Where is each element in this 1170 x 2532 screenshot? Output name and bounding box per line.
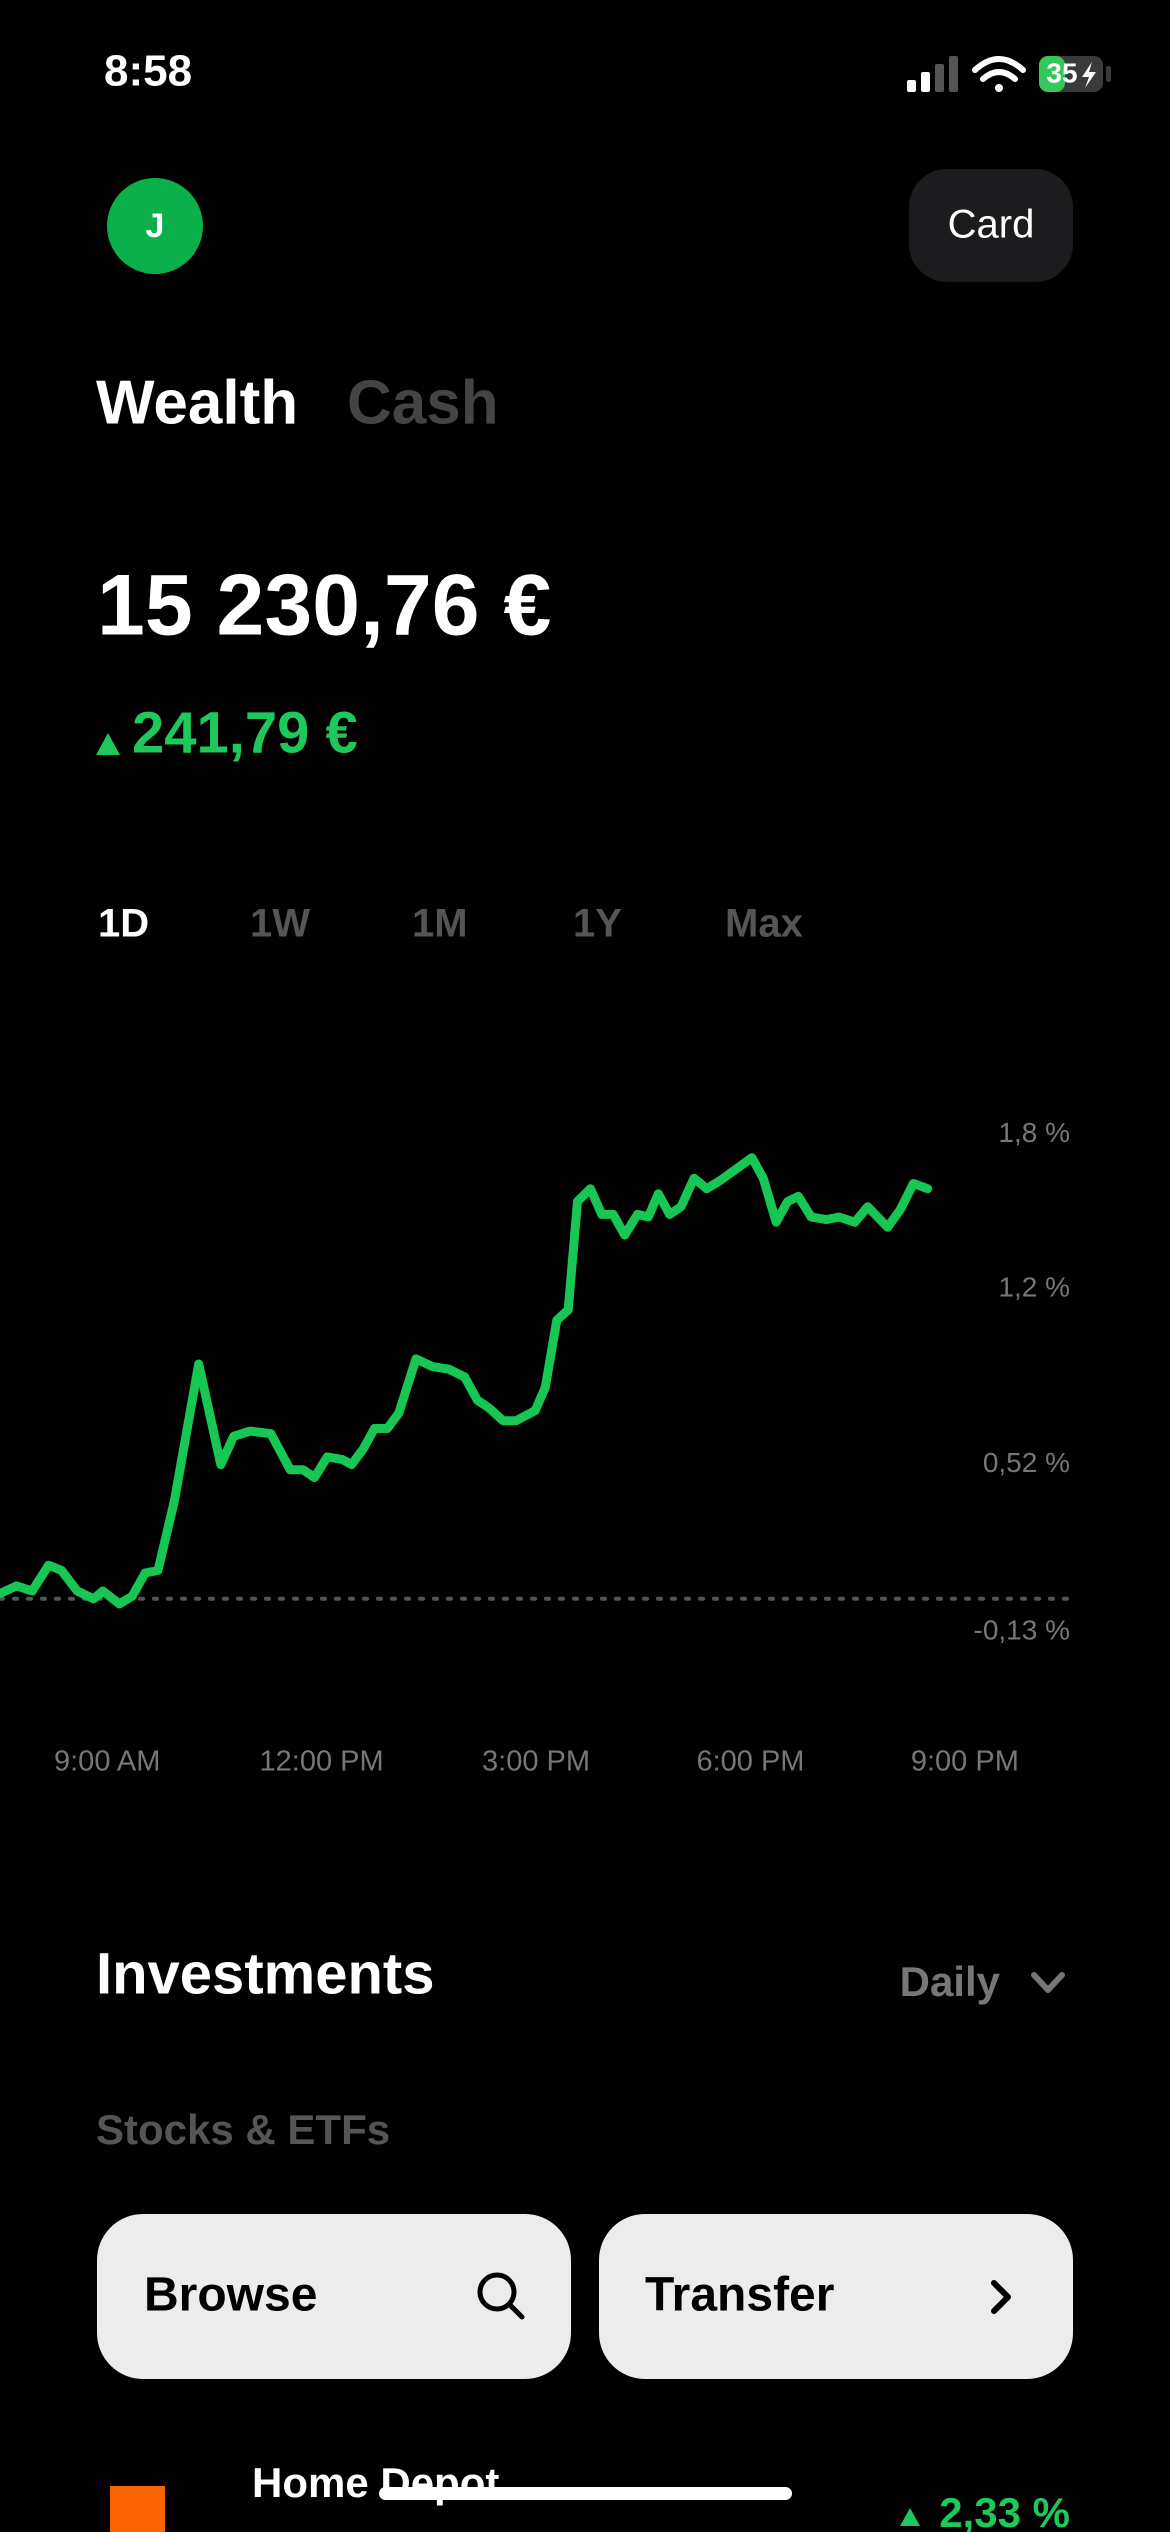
holding-change-arrow — [900, 2508, 920, 2526]
section-title: Stocks & ETFs — [96, 2106, 390, 2153]
status-time: 8:58 — [104, 47, 192, 96]
avatar[interactable] — [107, 178, 203, 274]
y-tick-label: -0,13 % — [974, 1615, 1071, 1646]
y-tick-label: 1,8 % — [998, 1117, 1070, 1148]
signal-icon — [907, 56, 958, 92]
x-tick-label: 9:00 PM — [911, 1746, 1019, 1778]
avatar-initial: J — [146, 207, 165, 245]
price-line — [0, 1153, 933, 1609]
period-1w[interactable]: 1W — [250, 902, 310, 946]
x-tick-label: 6:00 PM — [696, 1746, 804, 1778]
filter-chevron[interactable] — [1031, 1972, 1065, 1993]
period-1m[interactable]: 1M — [412, 902, 468, 946]
y-tick-label: 0,52 % — [983, 1447, 1070, 1478]
balance: 15 230,76 € — [97, 558, 551, 654]
change: 241,79 € — [132, 700, 358, 765]
browse-button[interactable] — [97, 2214, 571, 2379]
holding-change: 2,33 % — [939, 2489, 1070, 2532]
period-1y[interactable]: 1Y — [573, 902, 622, 946]
y-tick-label: 1,2 % — [998, 1272, 1070, 1303]
period-1d[interactable]: 1D — [98, 902, 149, 946]
card-button[interactable] — [909, 169, 1073, 282]
x-tick-label: 3:00 PM — [482, 1746, 590, 1778]
transfer-label: Transfer — [645, 2269, 834, 2322]
battery-level: 35 — [1046, 57, 1077, 88]
battery-icon: 35 — [1039, 56, 1111, 92]
x-tick-label: 9:00 AM — [54, 1746, 160, 1778]
investments-title: Investments — [96, 1941, 434, 2006]
transfer-button[interactable] — [599, 2214, 1073, 2379]
holding-logo — [110, 2486, 165, 2532]
search-icon — [477, 2272, 525, 2320]
wifi-icon — [972, 56, 1026, 92]
home-indicator — [379, 2487, 792, 2500]
x-tick-label: 12:00 PM — [260, 1746, 384, 1778]
transfer-arrow — [991, 2280, 1011, 2314]
tab-cash[interactable]: Cash — [347, 368, 499, 437]
chart: 1,8 % 1,2 % 0,52 % -0,13 % 9:00 AM 12:00 PM 3:… — [0, 1117, 1072, 1778]
card-button-label: Card — [948, 203, 1035, 247]
browse-label: Browse — [144, 2269, 317, 2322]
change-arrow — [96, 733, 120, 755]
period-max[interactable]: Max — [725, 902, 803, 946]
tab-wealth[interactable]: Wealth — [96, 368, 298, 437]
filter-label[interactable]: Daily — [900, 1958, 1001, 2005]
